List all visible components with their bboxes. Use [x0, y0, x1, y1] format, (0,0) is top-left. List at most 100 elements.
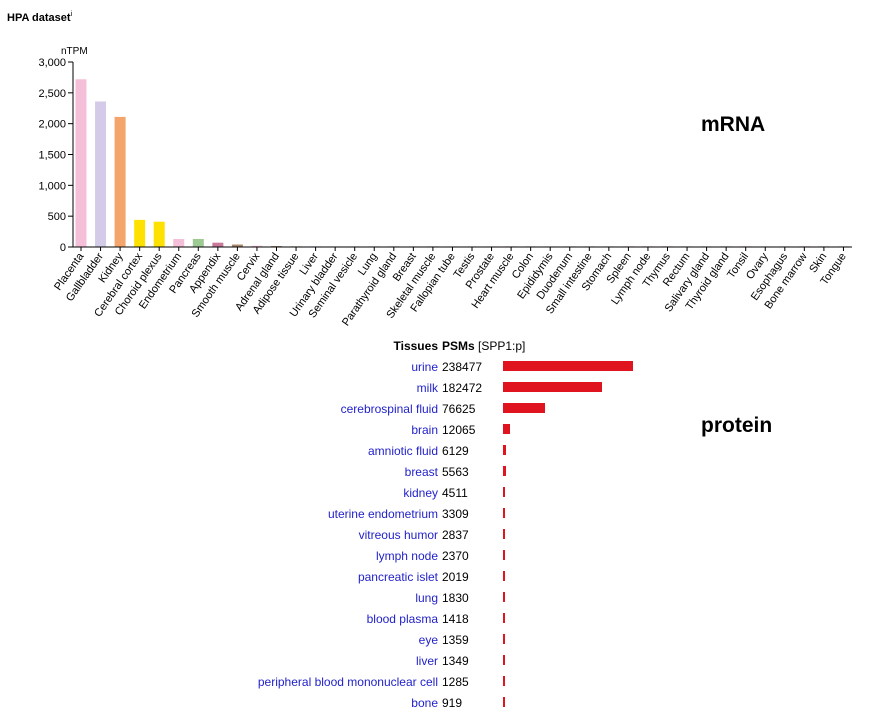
psm-bar	[503, 508, 505, 518]
psms-header: PSMs [SPP1:p]	[442, 339, 525, 353]
y-tick-label: 3,000	[38, 57, 66, 69]
tissue-link[interactable]: uterine endometrium	[327, 507, 438, 521]
bar[interactable]	[95, 101, 107, 247]
tissue-link[interactable]: milk	[416, 381, 438, 395]
psm-count: 238477	[442, 360, 483, 374]
tissue-link[interactable]: brain	[411, 423, 438, 437]
psm-count: 3309	[442, 507, 469, 521]
table-row: lymph node 2370	[0, 546, 892, 567]
y-axis: 0 500 1,000 1,500 2,000 2,500 3,000	[38, 57, 74, 254]
psm-count: 5563	[442, 465, 469, 479]
y-tick-label: 2,000	[38, 119, 66, 131]
bar-group	[75, 79, 849, 248]
psm-count: 76625	[442, 402, 476, 416]
tissue-link[interactable]: kidney	[403, 486, 438, 500]
psm-count: 4511	[442, 486, 468, 500]
table-row: kidney 4511	[0, 483, 892, 504]
tissue-link[interactable]: peripheral blood mononuclear cell	[257, 675, 438, 689]
psm-bar	[503, 571, 505, 581]
tissue-link[interactable]: breast	[404, 465, 438, 479]
tissue-link[interactable]: bone	[411, 696, 438, 710]
table-row: lung 1830	[0, 588, 892, 609]
dataset-title: HPA dataseti	[7, 11, 72, 24]
tissues-header: Tissues	[393, 339, 438, 353]
table-row: peripheral blood mononuclear cell 1285	[0, 672, 892, 693]
psm-bar	[503, 697, 505, 707]
psm-count: 2370	[442, 549, 469, 563]
protein-table-header: Tissues PSMs [SPP1:p]	[0, 336, 892, 357]
tissue-link[interactable]: lung	[415, 591, 438, 605]
bar[interactable]	[251, 245, 263, 247]
psm-count: 1285	[442, 675, 469, 689]
tissue-link[interactable]: lymph node	[375, 549, 438, 563]
psm-count: 12065	[442, 423, 476, 437]
bar[interactable]	[192, 238, 204, 247]
psm-bar	[503, 529, 505, 539]
psm-bar	[503, 403, 545, 413]
psm-bar	[503, 613, 505, 623]
psm-count: 2019	[442, 570, 469, 584]
psm-bar	[503, 361, 633, 371]
psm-bar	[503, 655, 505, 665]
bar[interactable]	[134, 219, 146, 247]
table-row: breast 5563	[0, 462, 892, 483]
psm-bar	[503, 634, 505, 644]
table-row: urine 238477	[0, 357, 892, 378]
psm-count: 1418	[442, 612, 469, 626]
psms-header-gene: [SPP1:p]	[478, 339, 526, 353]
dataset-title-text: HPA dataset	[7, 12, 71, 24]
psm-bar	[503, 445, 507, 455]
psm-count: 1830	[442, 591, 469, 605]
tissue-link[interactable]: liver	[415, 654, 438, 668]
psm-count: 182472	[442, 381, 483, 395]
y-axis-label: nTPM	[61, 46, 88, 57]
tissue-link[interactable]: urine	[411, 360, 438, 374]
tissue-link[interactable]: cerebrospinal fluid	[340, 402, 438, 416]
tissue-link[interactable]: eye	[418, 633, 438, 647]
tissue-link[interactable]: vitreous humor	[358, 528, 438, 542]
y-tick-label: 1,000	[38, 180, 66, 192]
table-row: blood plasma 1418	[0, 609, 892, 630]
bar[interactable]	[212, 242, 224, 247]
table-row: bone 919	[0, 693, 892, 714]
psm-bar	[503, 466, 507, 476]
psm-bar	[503, 424, 510, 434]
y-tick-label: 1,500	[38, 150, 66, 162]
psm-bar	[503, 676, 505, 686]
bar[interactable]	[173, 238, 185, 247]
table-row: pancreatic islet 2019	[0, 567, 892, 588]
psm-count: 6129	[442, 444, 469, 458]
table-row: milk 182472	[0, 378, 892, 399]
tissue-link[interactable]: blood plasma	[366, 612, 438, 626]
mrna-label: mRNA	[701, 113, 766, 136]
tissue-link[interactable]: amniotic fluid	[367, 444, 438, 458]
table-row: eye 1359	[0, 630, 892, 651]
psm-count: 1349	[442, 654, 469, 668]
table-row: vitreous humor 2837	[0, 525, 892, 546]
psm-bar	[503, 382, 603, 392]
info-icon[interactable]: i	[70, 11, 73, 18]
psm-bar	[503, 487, 506, 497]
psm-bar	[503, 592, 505, 602]
table-row: amniotic fluid 6129	[0, 441, 892, 462]
tissue-link[interactable]: pancreatic islet	[357, 570, 438, 584]
bar[interactable]	[231, 244, 243, 247]
psm-count: 1359	[442, 633, 469, 647]
bar[interactable]	[75, 79, 87, 248]
psm-count: 2837	[442, 528, 469, 542]
y-tick-label: 2,500	[38, 88, 66, 100]
mrna-bar-chart: nTPM 0 500 1,000 1,500 2,000 2,500 3,000 Place…	[38, 46, 852, 328]
table-row: liver 1349	[0, 651, 892, 672]
psms-header-label: PSMs	[442, 339, 475, 353]
table-row: brain 12065	[0, 420, 892, 441]
bar[interactable]	[153, 221, 165, 247]
protein-label: protein	[701, 414, 773, 437]
y-tick-label: 0	[60, 242, 66, 254]
bar[interactable]	[114, 116, 126, 247]
table-row: uterine endometrium 3309	[0, 504, 892, 525]
psm-count: 919	[442, 696, 463, 710]
y-tick-label: 500	[48, 211, 66, 223]
psm-bar	[503, 550, 505, 560]
table-row: cerebrospinal fluid 76625	[0, 399, 892, 420]
